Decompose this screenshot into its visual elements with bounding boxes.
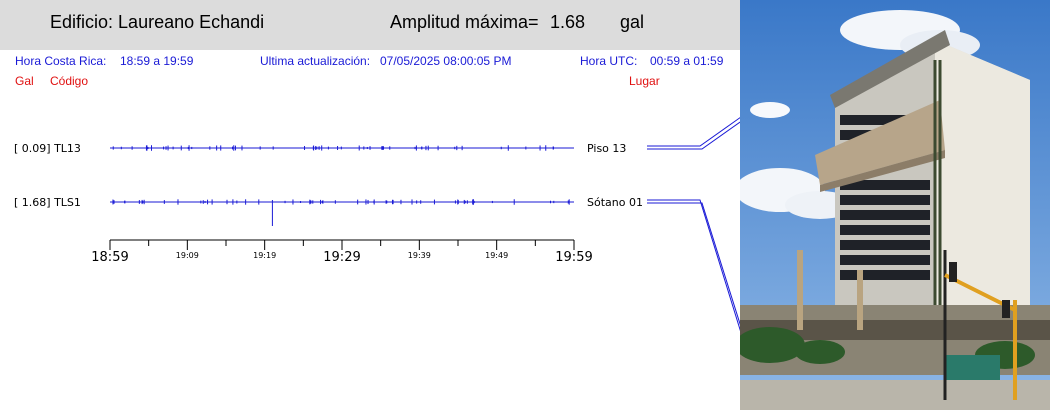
update-value: 07/05/2025 08:00:05 PM — [380, 54, 512, 68]
minor-tick-label: 19:49 — [485, 251, 508, 260]
amplitude-label: Amplitud máxima= — [390, 12, 539, 32]
major-tick-label: 19:59 — [555, 250, 592, 265]
tl13-gal-value: [ 0.09] TL13 — [14, 142, 81, 155]
minor-tick-label: 19:19 — [253, 251, 276, 260]
title-bar: Edificio: Laureano Echandi Amplitud máxi… — [0, 0, 740, 50]
minor-tick-label: 19:09 — [176, 251, 199, 260]
building-photo — [740, 0, 1050, 410]
amplitude-unit: gal — [620, 12, 645, 32]
local-time-label: Hora Costa Rica: — [15, 54, 107, 68]
major-tick-label: 19:29 — [323, 250, 360, 265]
local-time-value: 18:59 a 19:59 — [120, 54, 194, 68]
leader-line-piso13 — [647, 117, 740, 147]
place-column-header: Lugar — [629, 74, 660, 88]
amplitude-value: 1.68 — [550, 12, 586, 32]
utc-label: Hora UTC: — [580, 54, 638, 68]
leader-line-sotano01 — [647, 199, 740, 332]
seismogram-chart: 18:59 19:29 19:59 19:09 19:19 19:39 19:49 — [91, 117, 740, 332]
leader-line-sotano01-b — [647, 202, 740, 326]
minor-tick-label: 19:39 — [408, 251, 431, 260]
tls1-gal-value: [ 1.68] TLS1 — [14, 196, 81, 209]
update-label: Ultima actualización: — [260, 54, 371, 68]
gal-column-header: Gal — [15, 74, 34, 88]
tl13-place: Piso 13 — [587, 142, 627, 155]
utc-value: 00:59 a 01:59 — [650, 54, 724, 68]
tls1-place: Sótano 01 — [587, 196, 643, 209]
leader-line-piso13-b — [647, 121, 740, 150]
building-label: Edificio: Laureano Echandi — [50, 12, 265, 32]
code-column-header: Código — [50, 74, 89, 88]
major-tick-label: 18:59 — [91, 250, 128, 265]
